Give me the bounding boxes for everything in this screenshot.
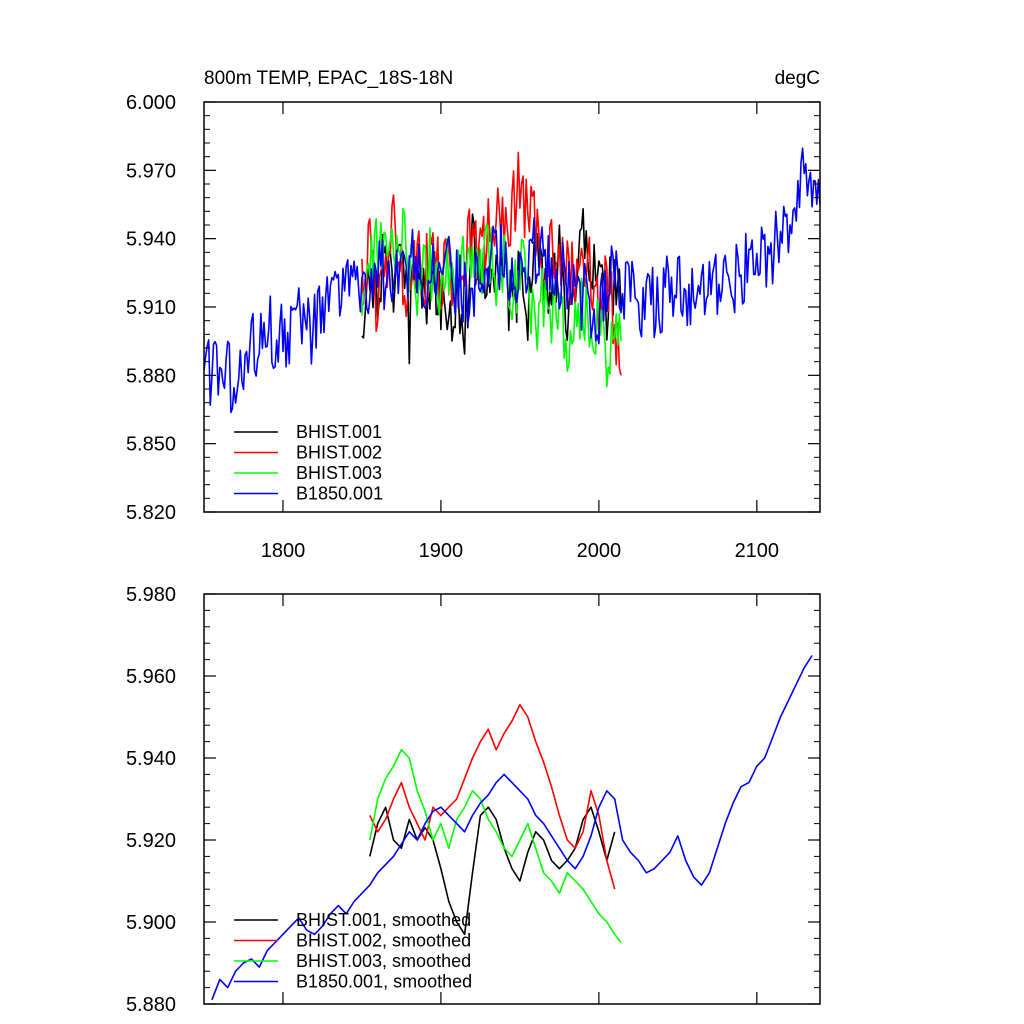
y-tick-label: 5.900	[126, 912, 176, 934]
top-panel: 800m TEMP, EPAC_18S-18N degC 5.8205.8505…	[126, 68, 821, 562]
x-tick-label: 1800	[261, 540, 306, 562]
series-line-3	[369, 748, 622, 943]
series-lines	[203, 147, 821, 414]
bottom-panel: 5.880 5.900 5.920 5.940 5.960 5.980 BHIST.001…	[126, 584, 821, 1016]
legend-label: BHIST.001	[296, 422, 382, 442]
y-tick-label: 6.000	[126, 92, 176, 114]
series-line-4	[203, 147, 821, 414]
y-tick-label: 5.960	[126, 666, 176, 688]
y-tick-label: 5.880	[126, 994, 176, 1016]
chart-units: degC	[775, 68, 820, 89]
y-tick-label: 5.850	[126, 434, 176, 456]
y-tick-label: 5.940	[126, 748, 176, 770]
series-line-3	[361, 207, 622, 388]
y-tick-label: 5.820	[126, 502, 176, 524]
y-tick-label: 5.940	[126, 229, 176, 251]
series-line-2	[361, 151, 622, 376]
x-tick-label: 2000	[577, 540, 622, 562]
axes: 5.820 5.850 5.880 5.910 5.940 5.970 6.000 1800 1…	[126, 92, 820, 562]
series-line-2	[369, 703, 616, 890]
chart-title: 800m TEMP, EPAC_18S-18N	[204, 68, 453, 89]
legend-label: BHIST.002, smoothed	[296, 931, 471, 951]
legend-label: B1850.001, smoothed	[296, 972, 472, 992]
legend-label: BHIST.003, smoothed	[296, 951, 471, 971]
series-lines	[211, 655, 813, 1001]
y-tick-label: 5.880	[126, 365, 176, 387]
axes: 5.880 5.900 5.920 5.940 5.960 5.980	[126, 584, 820, 1016]
series-line-4	[211, 655, 813, 1001]
y-tick-label: 5.910	[126, 297, 176, 319]
y-tick-label: 5.920	[126, 830, 176, 852]
series-line-1	[369, 806, 616, 936]
x-tick-label: 2100	[735, 540, 780, 562]
x-tick-label: 1900	[419, 540, 464, 562]
y-tick-label: 5.970	[126, 160, 176, 182]
legend-label: BHIST.003	[296, 463, 382, 483]
plot-frame	[203, 593, 821, 1005]
legend-label: BHIST.002	[296, 443, 382, 463]
legend-label: BHIST.001, smoothed	[296, 910, 471, 930]
legend-label: B1850.001	[296, 484, 383, 504]
y-tick-label: 5.980	[126, 584, 176, 606]
